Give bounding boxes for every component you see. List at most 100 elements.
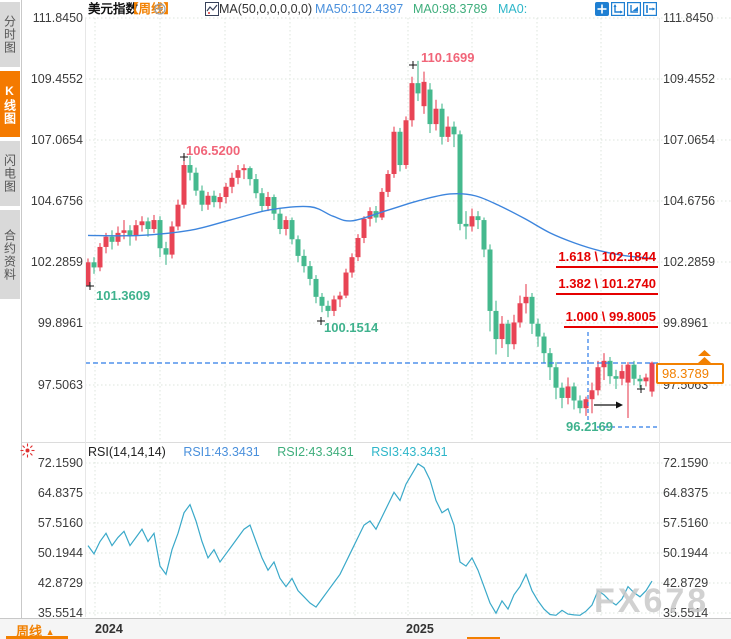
- candle: [619, 364, 625, 386]
- candle: [517, 295, 523, 328]
- sidebar: 分时图 K线图闪电图合约资料: [0, 0, 22, 639]
- candle: [535, 318, 541, 347]
- extreme-cross-marker: [317, 317, 325, 325]
- candle: [469, 208, 475, 232]
- candle: [589, 382, 595, 414]
- candle: [331, 295, 337, 317]
- candle: [133, 220, 139, 241]
- candle: [229, 172, 235, 194]
- candle: [463, 211, 469, 240]
- candle: [247, 166, 253, 186]
- ma0-cyan-value: MA0:: [498, 2, 528, 16]
- price-axis-label-right: 111.8450: [663, 11, 714, 25]
- candle: [487, 244, 493, 332]
- pop-out-icon[interactable]: [643, 2, 657, 16]
- candle: [427, 83, 433, 134]
- candle: [529, 293, 535, 334]
- candle: [601, 353, 607, 381]
- swing-low-label-1: 100.1514: [324, 320, 379, 335]
- rsi-axis-label-right: 72.1590: [663, 456, 709, 470]
- candle: [565, 377, 571, 405]
- sidebar-tab-candle-chart[interactable]: K线图: [0, 71, 20, 137]
- rsi-axis-label-right: 57.5160: [663, 516, 709, 530]
- price-axis-label-left: 102.2859: [30, 255, 83, 269]
- fib-level-label-1: 1.382 \ 101.2740: [556, 276, 658, 295]
- period-tab-weekly[interactable]: 周线 ▲: [16, 621, 55, 639]
- extreme-cross-marker: [180, 153, 188, 161]
- candle: [157, 216, 163, 258]
- rsi2-value: RSI2:43.3431: [277, 445, 354, 459]
- candle: [187, 156, 193, 181]
- period-tab-underline: [6, 636, 68, 639]
- candle: [199, 185, 205, 212]
- candle: [391, 126, 397, 178]
- chevron-up-icon: ▲: [45, 627, 55, 637]
- extreme-cross-marker: [637, 385, 645, 393]
- chart-scrollbar[interactable]: [467, 637, 500, 639]
- candle: [109, 230, 115, 250]
- rsi-line: [87, 462, 653, 616]
- sidebar-tab-time-chart[interactable]: 分时图: [0, 2, 20, 67]
- candle: [241, 164, 247, 180]
- candle: [571, 382, 577, 410]
- candle-series: [85, 60, 655, 418]
- candle: [493, 300, 499, 355]
- ma-params-label: MA(50,0,0,0,0,0): [219, 2, 313, 16]
- candle: [457, 130, 463, 231]
- candle: [259, 188, 265, 212]
- sidebar-tab-flash-chart[interactable]: 闪电图: [0, 141, 20, 206]
- swing-high-label-0: 110.1699: [421, 50, 475, 65]
- candle: [367, 207, 373, 227]
- candle: [499, 316, 505, 349]
- extreme-cross-marker: [86, 282, 94, 290]
- candle: [361, 216, 367, 244]
- ma50-value: MA50:102.4397: [315, 2, 404, 16]
- watermark: FX678: [594, 582, 710, 620]
- price-axis-label-left: 109.4552: [30, 72, 83, 86]
- swing-low-label-2: 96.2169: [566, 419, 613, 434]
- candle: [355, 234, 361, 262]
- pan-tool-icon[interactable]: [595, 2, 609, 16]
- candle: [385, 170, 391, 198]
- candle: [433, 99, 439, 131]
- period-tag: 【周线】: [126, 2, 177, 16]
- candle: [349, 253, 355, 278]
- year-label-2025: 2025: [406, 622, 434, 636]
- axis-zoom-icon[interactable]: [611, 2, 625, 16]
- candle: [613, 369, 619, 389]
- axis-zoom-filled-icon[interactable]: [627, 2, 641, 16]
- candle: [343, 268, 349, 299]
- candle: [403, 116, 409, 169]
- candle: [205, 191, 211, 210]
- candle: [313, 275, 319, 304]
- candle: [379, 188, 385, 221]
- rsi-axis-label-left: 42.8729: [37, 576, 83, 590]
- price-axis-label-right: 107.0654: [663, 133, 716, 147]
- candle: [283, 216, 289, 236]
- candle: [445, 116, 451, 143]
- candle: [169, 221, 175, 259]
- mini-chart-icon: [205, 2, 219, 16]
- candle: [307, 261, 313, 286]
- rsi-params-label: RSI(14,14,14): [88, 445, 166, 459]
- price-axis-label-right: 99.8961: [663, 316, 709, 330]
- bottom-bar: 周线 ▲ 2024 2025: [0, 618, 731, 639]
- candle: [397, 127, 403, 172]
- period-tab-label: 周线: [16, 624, 43, 639]
- candle: [295, 235, 301, 263]
- candle: [637, 374, 643, 388]
- add-indicator-icon[interactable]: [154, 3, 166, 19]
- candle: [583, 396, 589, 416]
- sidebar-tab-contract-info[interactable]: 合约资料: [0, 210, 20, 299]
- candle: [193, 167, 199, 196]
- candle: [223, 182, 229, 204]
- price-axis-label-right: 109.4552: [663, 72, 716, 86]
- panel-divider: [21, 442, 731, 443]
- plot-left-edge: [85, 18, 86, 617]
- candle: [319, 293, 325, 313]
- candle: [559, 382, 565, 409]
- ma0-green-value: MA0:98.3789: [413, 2, 488, 16]
- plot-right-edge: [659, 18, 660, 617]
